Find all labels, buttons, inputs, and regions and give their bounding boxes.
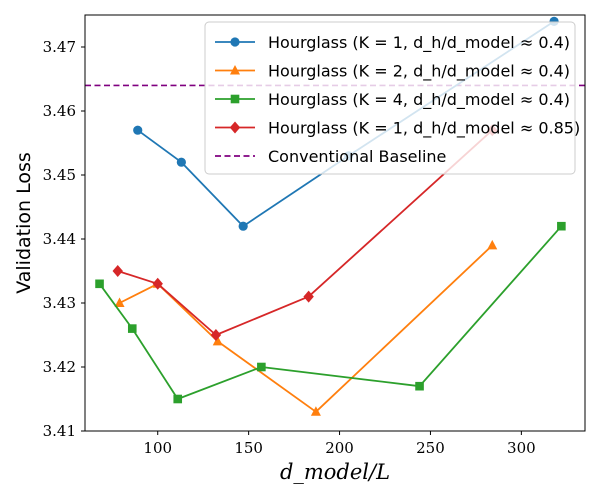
y-tick-label: 3.41 xyxy=(43,422,76,440)
legend-label: Hourglass (K = 4, d_h/d_model ≈ 0.4) xyxy=(268,90,570,110)
legend-entry: Hourglass (K = 1, d_h/d_model ≈ 0.4) xyxy=(215,33,570,53)
legend-entry: Hourglass (K = 1, d_h/d_model ≈ 0.85) xyxy=(215,119,580,139)
data-point xyxy=(95,279,104,289)
y-tick-label: 3.42 xyxy=(43,358,76,376)
y-tick-label: 3.45 xyxy=(43,166,76,184)
axes: 100 150 200 250 300 3.41 3.42 3.43 3.44 3.45 3.46 3… xyxy=(13,14,586,484)
data-point xyxy=(257,362,266,372)
legend-label: Hourglass (K = 1, d_h/d_model ≈ 0.4) xyxy=(268,33,570,53)
data-point xyxy=(238,221,248,231)
data-point xyxy=(415,381,424,391)
data-point xyxy=(212,335,223,346)
y-tick-label: 3.46 xyxy=(43,102,76,120)
legend-entry: Hourglass (K = 4, d_h/d_model ≈ 0.4) xyxy=(215,90,570,110)
data-point xyxy=(303,290,314,303)
y-tick-label: 3.44 xyxy=(43,230,76,248)
legend-marker xyxy=(229,121,241,134)
legend-marker xyxy=(230,37,240,47)
series-3 xyxy=(95,221,566,404)
legend-label: Hourglass (K = 2, d_h/d_model ≈ 0.4) xyxy=(268,62,570,82)
data-point xyxy=(133,125,143,135)
series-line xyxy=(98,225,563,400)
data-point xyxy=(210,329,222,341)
data-point xyxy=(310,406,321,416)
data-point xyxy=(487,239,498,250)
legend-entry: Hourglass (K = 2, d_h/d_model ≈ 0.4) xyxy=(215,62,570,82)
series-line xyxy=(119,244,493,413)
y-tick-label: 3.43 xyxy=(43,294,76,312)
legend: Hourglass (K = 1, d_h/d_model ≈ 0.4) Hour… xyxy=(204,21,580,175)
legend-label: Conventional Baseline xyxy=(268,147,446,166)
data-point xyxy=(173,394,183,404)
y-tick-label: 3.47 xyxy=(43,38,76,56)
data-point xyxy=(557,221,566,231)
data-point xyxy=(114,297,125,307)
x-axis-label: d_model/L xyxy=(280,460,390,484)
plot-frame xyxy=(84,14,586,432)
y-axis-label: Validation Loss xyxy=(13,152,35,294)
data-point xyxy=(112,265,123,277)
legend-box xyxy=(204,21,576,175)
x-tick-label: 100 xyxy=(143,439,172,457)
x-tick-label: 200 xyxy=(325,439,354,457)
legend-marker xyxy=(230,65,240,75)
data-point xyxy=(152,277,163,290)
legend-label: Hourglass (K = 1, d_h/d_model ≈ 0.85) xyxy=(268,119,580,139)
legend-marker xyxy=(230,94,240,104)
legend-entry: Conventional Baseline xyxy=(215,147,446,166)
x-tick-label: 150 xyxy=(234,439,263,457)
data-point xyxy=(127,324,137,333)
x-tick-label: 250 xyxy=(416,439,445,457)
x-tick-label: 300 xyxy=(507,439,536,457)
data-point xyxy=(176,157,186,167)
